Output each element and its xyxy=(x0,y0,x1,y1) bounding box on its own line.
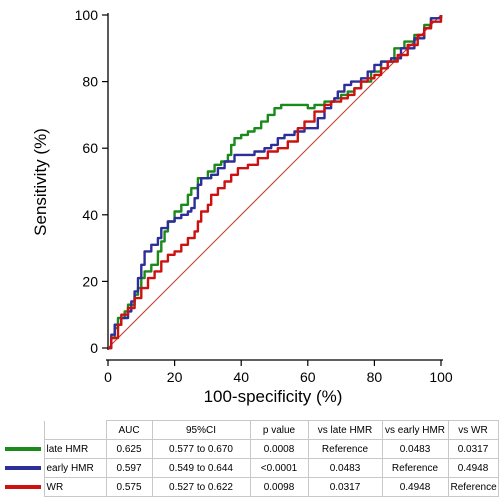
table-cell: 0.4948 xyxy=(447,458,499,478)
x-tick-label: 20 xyxy=(167,369,183,385)
legend-swatch-cell xyxy=(2,458,45,478)
legend-swatch xyxy=(4,447,41,451)
table-cell: 0.0008 xyxy=(249,439,309,459)
x-axis-title: 100-specificity (%) xyxy=(204,387,343,406)
col-header: vs WR xyxy=(447,420,499,440)
table-header-row: AUC 95%CI p value vs late HMR vs early H… xyxy=(2,420,499,440)
reference-diagonal xyxy=(107,14,442,349)
table-cell: 0.4948 xyxy=(381,477,449,497)
row-label: late HMR xyxy=(43,439,107,459)
col-header: vs early HMR xyxy=(381,420,449,440)
roc-chart: 0 20 40 60 80 100 0 20 40 60 80 100 100-specificity… xyxy=(31,7,453,406)
y-tick-label: 100 xyxy=(75,7,99,23)
x-tick-label: 60 xyxy=(300,369,316,385)
series-line-early-hmr xyxy=(108,15,443,350)
table-cell: Reference xyxy=(447,477,499,497)
x-tick-label: 40 xyxy=(233,369,249,385)
swatch-header xyxy=(2,420,45,440)
col-header: p value xyxy=(249,420,309,440)
table-cell: 0.0317 xyxy=(447,439,499,459)
col-header: AUC xyxy=(105,420,153,440)
table-cell: 0.0098 xyxy=(249,477,309,497)
table-cell: <0.0001 xyxy=(249,458,309,478)
series-line-wr xyxy=(108,15,443,350)
table-cell: 0.575 xyxy=(105,477,153,497)
y-tick-label: 40 xyxy=(82,207,98,223)
table-row: early HMR 0.597 0.549 to 0.644 <0.0001 0.048… xyxy=(2,458,499,478)
legend-swatch xyxy=(4,466,41,470)
table-cell: 0.0483 xyxy=(381,439,449,459)
label-header xyxy=(44,420,107,440)
table-row: late HMR 0.625 0.577 to 0.670 0.0008 Referen… xyxy=(2,439,499,459)
chart-axes xyxy=(106,13,443,361)
tick-labels: 0 20 40 60 80 100 0 20 40 60 80 100 xyxy=(75,7,453,385)
table-cell: 0.0317 xyxy=(307,477,383,497)
y-tick-label: 80 xyxy=(82,74,98,90)
col-header: vs late HMR xyxy=(307,420,383,440)
y-axis-title: Sensitivity (%) xyxy=(31,128,50,236)
row-label: WR xyxy=(43,477,107,497)
table-cell: 0.527 to 0.622 xyxy=(151,477,251,497)
legend-swatch-cell xyxy=(2,439,45,459)
table-cell: Reference xyxy=(307,439,383,459)
y-tick-label: 60 xyxy=(82,140,98,156)
table-cell: 0.597 xyxy=(105,458,153,478)
roc-stats-table: AUC 95%CI p value vs late HMR vs early H… xyxy=(2,420,499,497)
roc-series xyxy=(108,15,443,350)
table-cell: 0.577 to 0.670 xyxy=(151,439,251,459)
row-label: early HMR xyxy=(43,458,107,478)
y-tick-label: 0 xyxy=(90,340,98,356)
legend-swatch-cell xyxy=(2,477,45,497)
table-row: WR 0.575 0.527 to 0.622 0.0098 0.0317 0.4948 R… xyxy=(2,477,499,497)
table-cell: 0.549 to 0.644 xyxy=(151,458,251,478)
table-cell: 0.625 xyxy=(105,439,153,459)
col-header: 95%CI xyxy=(151,420,251,440)
reference-line xyxy=(107,14,442,349)
x-tick-label: 0 xyxy=(104,369,112,385)
table-cell: 0.0483 xyxy=(307,458,383,478)
x-tick-label: 100 xyxy=(429,369,453,385)
y-tick-label: 20 xyxy=(82,273,98,289)
legend-swatch xyxy=(4,485,41,489)
x-tick-label: 80 xyxy=(367,369,383,385)
table-cell: Reference xyxy=(381,458,449,478)
